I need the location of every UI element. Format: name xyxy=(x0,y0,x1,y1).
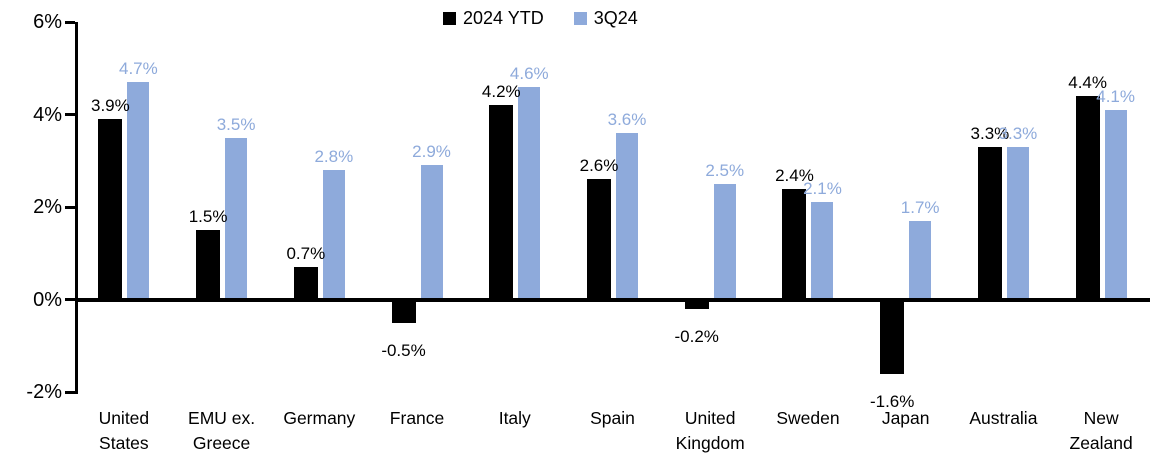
category-label-line: France xyxy=(389,408,445,428)
bar-2024-ytd-sweden xyxy=(782,188,807,300)
value-label-3q24-germany: 2.8% xyxy=(314,147,354,166)
bar-2024-ytd-italy xyxy=(489,105,514,300)
value-label-2024-ytd-australia: 3.3% xyxy=(970,123,1010,143)
category-label-line: Greece xyxy=(192,433,251,453)
bar-3q24-spain xyxy=(616,133,638,300)
category-label-new-zealand: New Zealand xyxy=(1052,406,1150,456)
value-label-3q24-spain: 3.6% xyxy=(607,110,647,129)
bar-2024-ytd-emu-ex-greece xyxy=(196,230,221,300)
legend-swatch-2024-ytd xyxy=(443,12,456,25)
value-label-3q24-sweden: 2.1% xyxy=(803,179,842,199)
legend-label: 3Q24 xyxy=(593,8,638,28)
y-axis-tick xyxy=(65,20,75,24)
value-label-3q24-france: 2.9% xyxy=(412,142,451,162)
bar-3q24-united-kingdom xyxy=(713,183,736,300)
bar-2024-ytd-japan xyxy=(880,299,905,374)
bar-3q24-france xyxy=(420,165,443,300)
y-axis-tick xyxy=(65,390,75,394)
category-label-line: Germany xyxy=(283,408,356,428)
bar-2024-ytd-new-zealand xyxy=(1075,96,1100,300)
bar-3q24-new-zealand xyxy=(1104,109,1127,300)
category-label-line: United xyxy=(98,408,150,428)
chart-legend: 2024 YTD 3Q24 xyxy=(443,8,638,29)
legend-item-3q24: 3Q24 xyxy=(573,8,638,29)
category-label-united-kingdom: United Kingdom xyxy=(661,406,759,456)
value-label-2024-ytd-france: -0.5% xyxy=(381,340,426,360)
category-label-line: Japan xyxy=(881,408,930,428)
value-label-3q24-new-zealand: 4.1% xyxy=(1096,86,1135,106)
y-axis-tick xyxy=(65,113,75,116)
y-axis-label: 6% xyxy=(33,11,62,33)
category-label-line: Australia xyxy=(969,408,1038,428)
y-axis-tick xyxy=(65,298,75,301)
bar-2024-ytd-australia xyxy=(977,146,1002,300)
category-label-line: Zealand xyxy=(1069,433,1133,453)
category-label-sweden: Sweden xyxy=(759,406,857,431)
category-label-spain: Spain xyxy=(564,406,662,431)
category-label-line: EMU ex. xyxy=(188,408,256,428)
bar-2024-ytd-united-kingdom xyxy=(684,299,709,309)
y-axis-line xyxy=(75,22,78,394)
category-label-line: Italy xyxy=(498,408,531,428)
value-label-2024-ytd-japan: -1.6% xyxy=(869,391,915,411)
y-axis-label: -2% xyxy=(26,381,62,403)
bar-3q24-italy xyxy=(518,86,541,300)
category-label-france: France xyxy=(368,406,466,431)
category-label-japan: Japan xyxy=(857,406,955,431)
bar-3q24-emu-ex-greece xyxy=(225,137,248,300)
category-label-germany: Germany xyxy=(270,406,368,431)
category-label-line: Sweden xyxy=(776,408,840,428)
value-label-2024-ytd-emu-ex-greece: 1.5% xyxy=(188,207,228,227)
y-axis-tick xyxy=(65,205,75,209)
category-label-emu-ex-greece: EMU ex. Greece xyxy=(173,406,271,456)
bar-3q24-australia xyxy=(1006,146,1029,300)
y-axis-label: 2% xyxy=(33,196,62,218)
bar-2024-ytd-united-states xyxy=(98,119,123,300)
legend-label: 2024 YTD xyxy=(463,8,544,28)
value-label-3q24-emu-ex-greece: 3.5% xyxy=(216,114,256,134)
category-label-line: Spain xyxy=(590,408,635,428)
legend-swatch-3q24 xyxy=(573,12,587,25)
bar-2024-ytd-germany xyxy=(293,267,318,300)
legend-item-2024-ytd: 2024 YTD xyxy=(443,8,544,29)
y-axis-label: 0% xyxy=(33,288,62,311)
value-label-2024-ytd-united-kingdom: -0.2% xyxy=(674,326,719,346)
value-label-2024-ytd-germany: 0.7% xyxy=(286,244,326,264)
value-label-3q24-united-kingdom: 2.5% xyxy=(705,160,745,180)
value-label-2024-ytd-united-states: 3.9% xyxy=(90,96,130,116)
category-label-italy: Italy xyxy=(466,406,564,431)
bar-2024-ytd-france xyxy=(391,299,416,323)
category-label-line: United xyxy=(684,408,736,428)
bar-3q24-sweden xyxy=(811,202,834,300)
category-label-line: States xyxy=(99,433,149,453)
bar-3q24-japan xyxy=(909,220,932,300)
value-label-3q24-australia: 3.3% xyxy=(998,123,1038,143)
category-label-australia: Australia xyxy=(955,406,1053,431)
value-label-2024-ytd-new-zealand: 4.4% xyxy=(1068,73,1107,92)
value-label-2024-ytd-sweden: 2.4% xyxy=(775,165,814,185)
value-label-3q24-united-states: 4.7% xyxy=(118,59,158,79)
category-label-line: Kingdom xyxy=(675,433,745,453)
category-label-united-states: United States xyxy=(75,406,173,456)
y-axis-label: 4% xyxy=(33,103,62,126)
value-label-3q24-japan: 1.7% xyxy=(900,197,940,217)
value-label-2024-ytd-italy: 4.2% xyxy=(481,82,521,102)
x-axis-line xyxy=(75,298,1150,302)
value-label-2024-ytd-spain: 2.6% xyxy=(579,156,619,176)
category-label-line: New xyxy=(1083,408,1119,428)
bar-2024-ytd-spain xyxy=(587,179,611,300)
value-label-3q24-italy: 4.6% xyxy=(509,63,549,83)
bar-3q24-germany xyxy=(322,170,345,300)
bar-3q24-united-states xyxy=(127,82,150,300)
